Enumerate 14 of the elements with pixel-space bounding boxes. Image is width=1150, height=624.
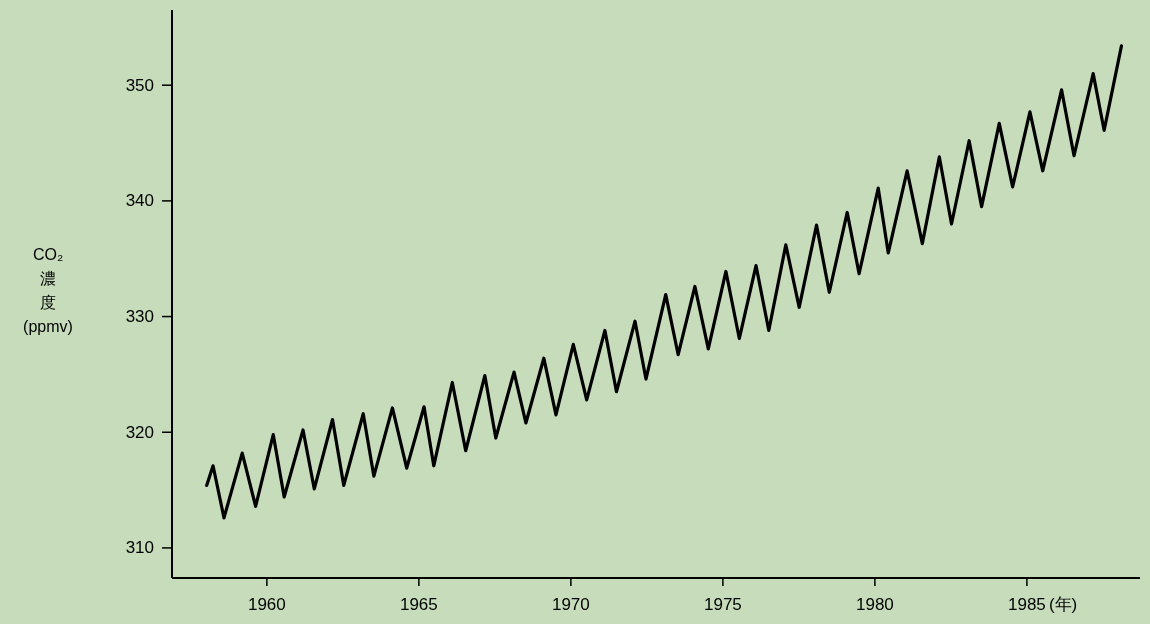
x-tick-label: 1965 <box>399 595 438 614</box>
line-series <box>205 44 1124 520</box>
x-tick-label: 1985 <box>1007 595 1046 614</box>
x-tick-label: 1960 <box>247 595 286 614</box>
y-axis-title: CO₂濃度(ppmv) <box>23 246 73 335</box>
x-axis-title: (年) <box>1048 595 1078 614</box>
x-tick-label: 1980 <box>855 595 894 614</box>
x-tick-label: 1970 <box>551 595 590 614</box>
y-tick-label: 350 <box>125 75 154 95</box>
x-tick-label: 1975 <box>703 595 742 614</box>
y-tick-label: 320 <box>125 422 154 442</box>
y-tick-label: 340 <box>125 191 154 211</box>
y-tick-label: 330 <box>125 307 154 327</box>
y-tick-label: 310 <box>125 538 154 558</box>
